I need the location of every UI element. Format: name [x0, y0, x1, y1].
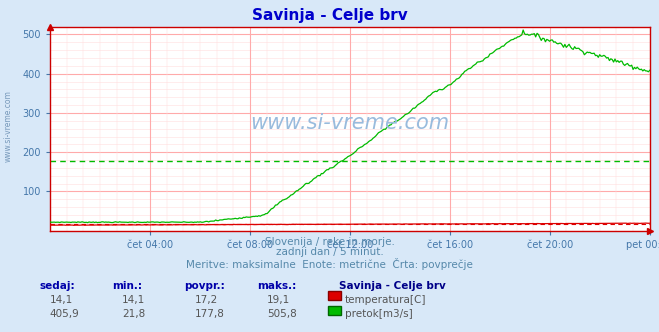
Text: www.si-vreme.com: www.si-vreme.com	[4, 90, 13, 162]
Text: maks.:: maks.:	[257, 281, 297, 290]
Text: sedaj:: sedaj:	[40, 281, 75, 290]
Text: 19,1: 19,1	[267, 295, 290, 305]
Text: temperatura[C]: temperatura[C]	[345, 295, 426, 305]
Text: 505,8: 505,8	[267, 309, 297, 319]
Text: min.:: min.:	[112, 281, 142, 290]
Text: zadnji dan / 5 minut.: zadnji dan / 5 minut.	[275, 247, 384, 257]
Text: 405,9: 405,9	[49, 309, 79, 319]
Text: povpr.:: povpr.:	[185, 281, 225, 290]
Text: 14,1: 14,1	[122, 295, 145, 305]
Text: 17,2: 17,2	[194, 295, 217, 305]
Text: 21,8: 21,8	[122, 309, 145, 319]
Text: Savinja - Celje brv: Savinja - Celje brv	[339, 281, 446, 290]
Text: Slovenija / reke in morje.: Slovenija / reke in morje.	[264, 237, 395, 247]
Text: pretok[m3/s]: pretok[m3/s]	[345, 309, 413, 319]
Text: 177,8: 177,8	[194, 309, 224, 319]
Text: 14,1: 14,1	[49, 295, 72, 305]
Text: www.si-vreme.com: www.si-vreme.com	[250, 113, 449, 132]
Text: Meritve: maksimalne  Enote: metrične  Črta: povprečje: Meritve: maksimalne Enote: metrične Črta…	[186, 258, 473, 270]
Text: Savinja - Celje brv: Savinja - Celje brv	[252, 8, 407, 23]
